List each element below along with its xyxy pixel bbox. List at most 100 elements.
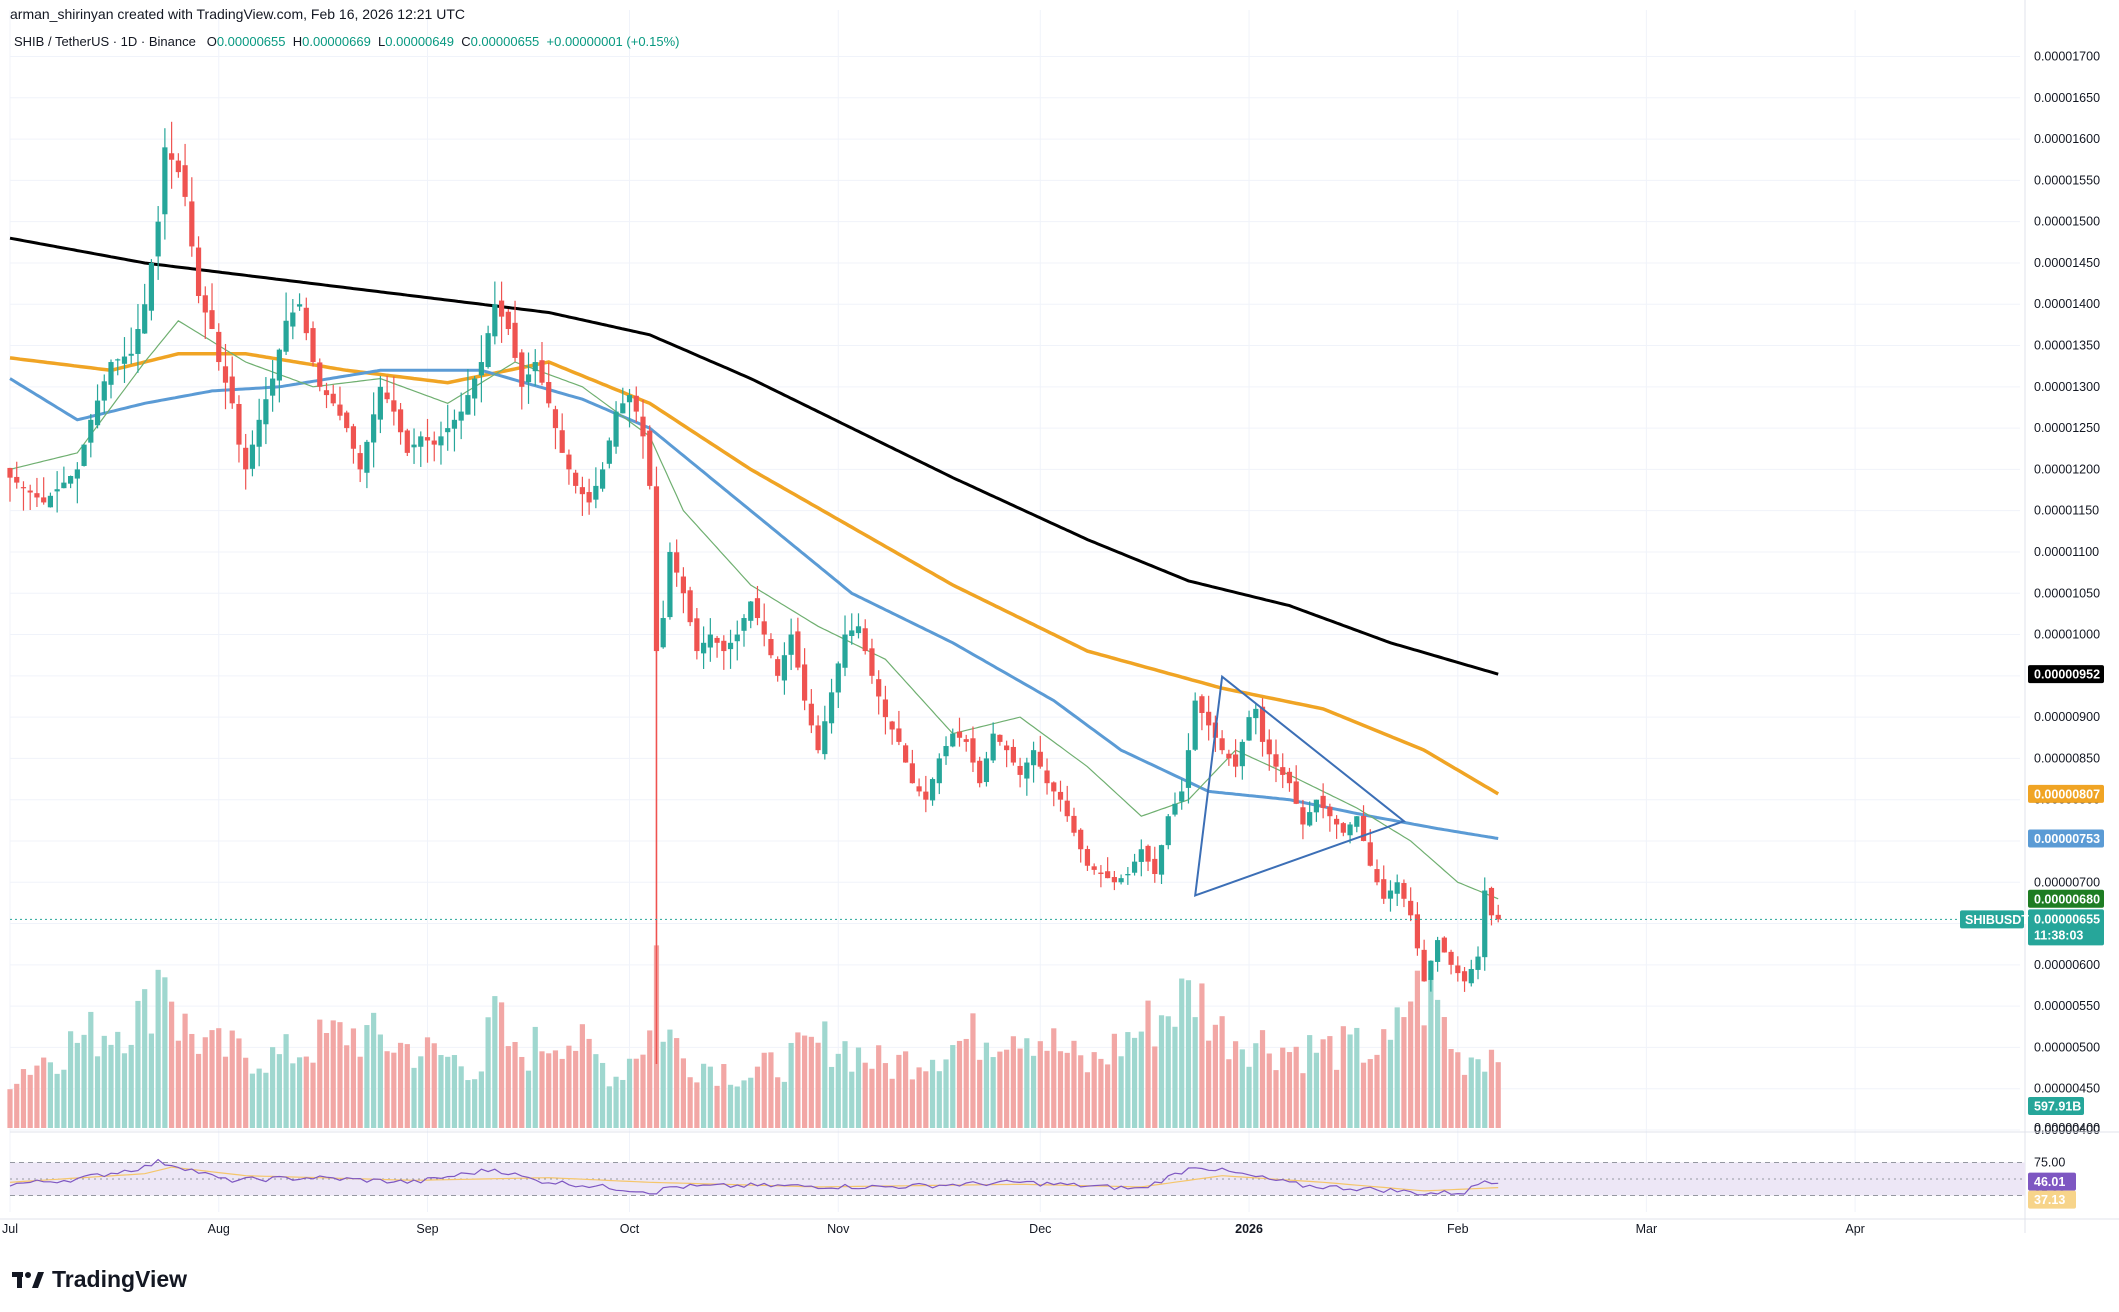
candle[interactable] bbox=[492, 281, 498, 345]
candle[interactable] bbox=[1394, 874, 1400, 906]
candle[interactable] bbox=[599, 462, 606, 492]
candle[interactable] bbox=[397, 402, 404, 445]
candle[interactable] bbox=[633, 386, 639, 423]
candle[interactable] bbox=[169, 121, 175, 189]
candle[interactable] bbox=[148, 259, 155, 321]
candle[interactable] bbox=[256, 398, 262, 467]
symbol-tag[interactable]: SHIBUSDT bbox=[1960, 910, 2029, 929]
candle[interactable] bbox=[795, 617, 801, 671]
candle[interactable] bbox=[34, 477, 40, 508]
candle[interactable] bbox=[1482, 877, 1488, 971]
candle[interactable] bbox=[734, 620, 740, 661]
candle[interactable] bbox=[674, 539, 680, 587]
candle[interactable] bbox=[81, 444, 87, 467]
candle[interactable] bbox=[1428, 960, 1434, 992]
candle[interactable] bbox=[175, 153, 181, 178]
candle[interactable] bbox=[1071, 807, 1077, 837]
candle[interactable] bbox=[249, 430, 256, 477]
candle[interactable] bbox=[94, 384, 101, 429]
candle[interactable] bbox=[20, 481, 27, 511]
candle[interactable] bbox=[620, 387, 626, 414]
candle[interactable] bbox=[1226, 749, 1232, 766]
candle[interactable] bbox=[640, 399, 646, 459]
candle[interactable] bbox=[929, 777, 936, 806]
candle[interactable] bbox=[667, 542, 673, 620]
candle[interactable] bbox=[195, 236, 202, 304]
candle[interactable] bbox=[869, 638, 875, 684]
candle[interactable] bbox=[660, 600, 666, 649]
candle[interactable] bbox=[1354, 816, 1360, 833]
candle[interactable] bbox=[916, 778, 922, 797]
candle[interactable] bbox=[1010, 739, 1016, 766]
candle[interactable] bbox=[357, 444, 363, 483]
candle[interactable] bbox=[7, 467, 13, 502]
candle[interactable] bbox=[371, 392, 377, 468]
candle[interactable] bbox=[983, 751, 990, 787]
candle[interactable] bbox=[701, 626, 707, 669]
candle[interactable] bbox=[647, 425, 653, 490]
candle[interactable] bbox=[498, 281, 505, 343]
candle[interactable] bbox=[1280, 753, 1286, 789]
candle[interactable] bbox=[653, 466, 660, 653]
candle[interactable] bbox=[606, 437, 612, 469]
candle[interactable] bbox=[950, 728, 956, 748]
candle[interactable] bbox=[108, 359, 114, 399]
candle[interactable] bbox=[155, 206, 161, 280]
volume-tag[interactable]: 597.91B bbox=[2028, 1097, 2084, 1115]
candle[interactable] bbox=[802, 648, 808, 711]
candle[interactable] bbox=[1300, 799, 1306, 840]
candle[interactable] bbox=[1206, 695, 1212, 741]
candle[interactable] bbox=[1435, 936, 1441, 972]
candle[interactable] bbox=[236, 395, 242, 463]
candle[interactable] bbox=[539, 342, 545, 386]
candle[interactable] bbox=[1333, 815, 1340, 839]
candle[interactable] bbox=[1307, 801, 1313, 827]
candle[interactable] bbox=[546, 362, 552, 408]
candle[interactable] bbox=[1111, 870, 1117, 891]
candle[interactable] bbox=[88, 413, 94, 458]
candle[interactable] bbox=[1381, 865, 1387, 904]
candle[interactable] bbox=[727, 629, 734, 669]
candle[interactable] bbox=[1125, 867, 1131, 885]
candle[interactable] bbox=[216, 323, 222, 371]
candle[interactable] bbox=[121, 337, 128, 383]
candle[interactable] bbox=[1044, 758, 1050, 795]
candle[interactable] bbox=[189, 177, 195, 257]
candle[interactable] bbox=[741, 614, 747, 647]
price-tag[interactable]: 0.00000952 bbox=[2028, 665, 2104, 684]
candle[interactable] bbox=[1367, 829, 1373, 867]
candle[interactable] bbox=[384, 375, 390, 404]
candle[interactable] bbox=[970, 726, 976, 773]
candle[interactable] bbox=[997, 734, 1003, 746]
candle[interactable] bbox=[478, 335, 484, 403]
candle[interactable] bbox=[68, 475, 74, 489]
candle[interactable] bbox=[202, 286, 208, 339]
candle[interactable] bbox=[1017, 757, 1023, 788]
rsi-value-tag[interactable]: 46.01 bbox=[2028, 1172, 2076, 1191]
candle[interactable] bbox=[303, 297, 309, 341]
candle[interactable] bbox=[27, 484, 33, 510]
candle[interactable] bbox=[956, 717, 963, 747]
candle[interactable] bbox=[1165, 813, 1171, 850]
candle[interactable] bbox=[808, 689, 814, 734]
candle[interactable] bbox=[431, 431, 437, 462]
candle[interactable] bbox=[283, 292, 289, 355]
candle[interactable] bbox=[876, 670, 882, 715]
candle[interactable] bbox=[573, 469, 579, 494]
triangle-drawing[interactable] bbox=[1193, 674, 1406, 897]
candle[interactable] bbox=[721, 635, 727, 670]
candle[interactable] bbox=[276, 348, 282, 403]
candle[interactable] bbox=[1421, 939, 1427, 982]
candle[interactable] bbox=[882, 685, 889, 735]
candle[interactable] bbox=[364, 439, 370, 489]
candle[interactable] bbox=[849, 613, 855, 645]
rsi-ma-value-tag[interactable]: 37.13 bbox=[2028, 1190, 2076, 1209]
candle[interactable] bbox=[923, 775, 929, 813]
candle[interactable] bbox=[1239, 739, 1245, 780]
candle[interactable] bbox=[579, 476, 585, 516]
candle[interactable] bbox=[47, 492, 54, 508]
candle[interactable] bbox=[290, 299, 296, 340]
candle[interactable] bbox=[1145, 844, 1151, 872]
candle[interactable] bbox=[263, 377, 269, 445]
candle[interactable] bbox=[1037, 735, 1043, 769]
